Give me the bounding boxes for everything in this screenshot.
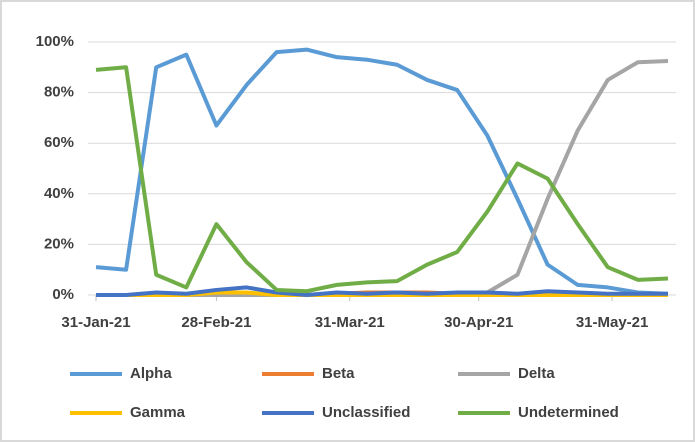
legend-label: Unclassified: [322, 404, 410, 421]
x-tick-label: 31-Mar-21: [315, 314, 385, 331]
series-line: [96, 285, 668, 297]
series-line: [95, 47, 669, 296]
x-tick-label: 31-Jan-21: [61, 314, 130, 331]
legend-label: Alpha: [130, 365, 172, 382]
x-tick-label: 31-May-21: [576, 314, 649, 331]
legend-label: Gamma: [130, 404, 186, 421]
x-tick-label: 30-Apr-21: [444, 314, 513, 331]
y-tick-label: 40%: [44, 185, 74, 202]
y-tick-label: 20%: [44, 235, 74, 252]
legend-label: Delta: [518, 365, 555, 382]
y-tick-label: 60%: [44, 134, 74, 151]
x-tick-label: 28-Feb-21: [181, 314, 251, 331]
series-line: [95, 65, 669, 294]
y-tick-label: 80%: [44, 84, 74, 101]
legend-label: Undetermined: [518, 404, 619, 421]
y-tick-label: 100%: [36, 33, 74, 50]
y-tick-label: 0%: [52, 286, 74, 303]
legend-label: Beta: [322, 365, 355, 382]
